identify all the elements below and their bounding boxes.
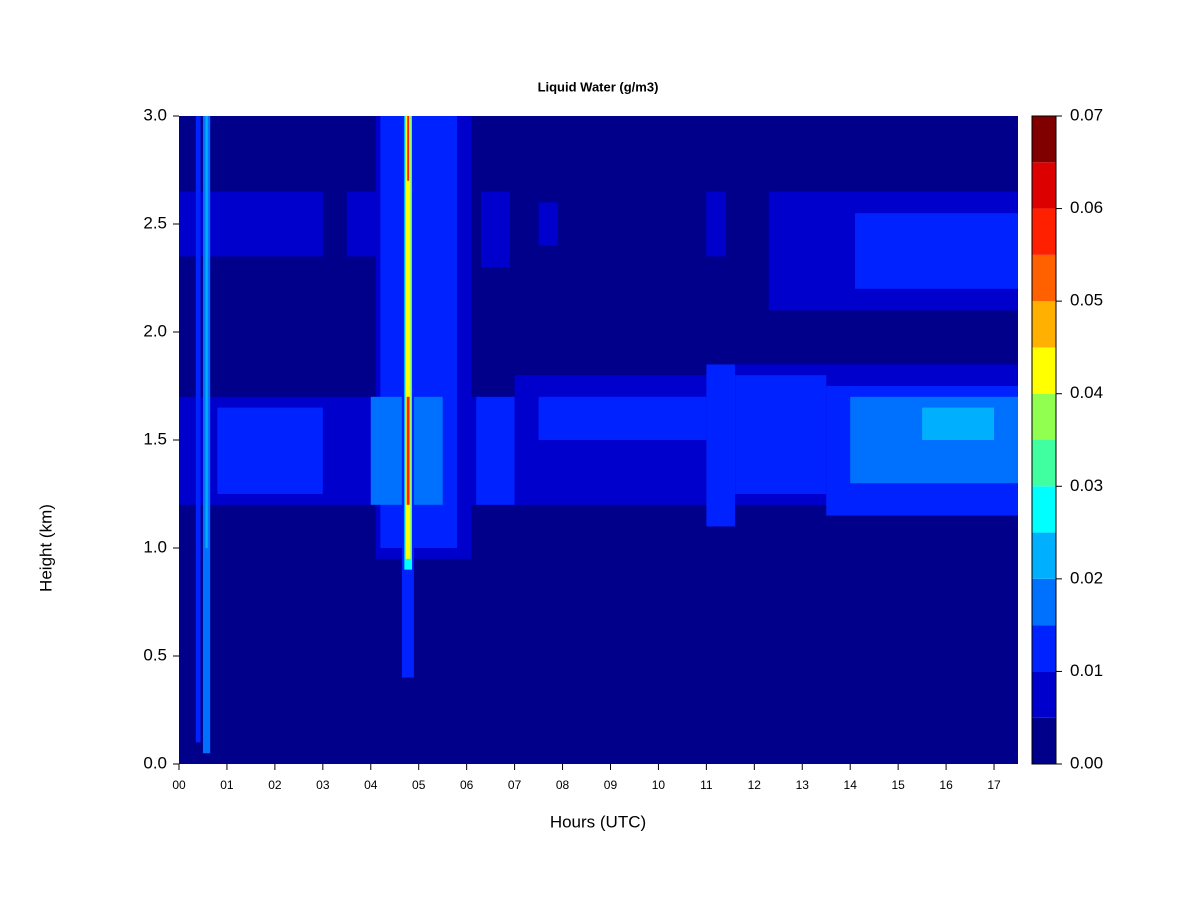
colorbar-band	[1032, 486, 1056, 532]
y-tick-label: 2.0	[143, 321, 167, 340]
x-tick-label: 01	[220, 778, 234, 792]
heat-cell	[539, 397, 707, 440]
heat-cell	[407, 116, 409, 181]
heat-cell	[196, 116, 201, 742]
heat-cell	[735, 375, 826, 494]
colorbar-band	[1032, 440, 1056, 486]
heat-cell	[481, 192, 510, 268]
colorbar-tick-label: 0.03	[1070, 476, 1103, 495]
x-tick-label: 11	[700, 778, 713, 792]
colorbar-band	[1032, 579, 1056, 625]
colorbar-tick-label: 0.00	[1070, 753, 1103, 772]
colorbar-tick-label: 0.04	[1070, 383, 1103, 402]
x-tick-label: 08	[556, 778, 570, 792]
colorbar-band	[1032, 625, 1056, 671]
x-tick-label: 14	[844, 778, 858, 792]
colorbar-band	[1032, 255, 1056, 301]
y-axis-label: Height (km)	[36, 504, 55, 592]
x-tick-label: 04	[364, 778, 378, 792]
heat-cell	[407, 397, 410, 505]
x-tick-label: 06	[460, 778, 474, 792]
x-tick-label: 12	[748, 778, 762, 792]
y-tick-label: 0.5	[143, 645, 167, 664]
x-axis-label: Hours (UTC)	[550, 812, 646, 831]
heat-cell	[855, 213, 1018, 289]
heat-cell	[539, 202, 558, 245]
colorbar-band	[1032, 116, 1056, 162]
colorbar-band	[1032, 301, 1056, 347]
x-tick-label: 17	[987, 778, 1001, 792]
y-tick-label: 1.0	[143, 537, 167, 556]
colorbar-tick-label: 0.07	[1070, 105, 1103, 124]
x-tick-label: 05	[412, 778, 426, 792]
colorbar-band	[1032, 209, 1056, 255]
colorbar-tick-label: 0.05	[1070, 291, 1103, 310]
y-tick-label: 2.5	[143, 213, 167, 232]
heat-cell	[706, 192, 725, 257]
heat-cell	[922, 408, 994, 440]
colorbar-tick-label: 0.06	[1070, 198, 1103, 217]
colorbar-band	[1032, 394, 1056, 440]
x-tick-label: 00	[172, 778, 186, 792]
x-tick-label: 07	[508, 778, 522, 792]
x-tick-label: 16	[939, 778, 953, 792]
heat-cell	[217, 408, 322, 494]
x-tick-label: 02	[268, 778, 282, 792]
colorbar-tick-label: 0.02	[1070, 568, 1103, 587]
x-tick-label: 15	[891, 778, 905, 792]
chart-title: Liquid Water (g/m3)	[538, 79, 659, 94]
colorbar-band	[1032, 718, 1056, 764]
y-tick-label: 3.0	[143, 105, 167, 124]
x-tick-label: 13	[796, 778, 810, 792]
heat-cell	[476, 397, 514, 505]
colorbar-band	[1032, 671, 1056, 717]
colorbar-band	[1032, 533, 1056, 579]
x-tick-label: 10	[652, 778, 666, 792]
colorbar-band	[1032, 347, 1056, 393]
y-tick-label: 0.0	[143, 753, 167, 772]
colorbar-tick-label: 0.01	[1070, 661, 1103, 680]
heat-cell	[205, 116, 207, 548]
x-tick-label: 09	[604, 778, 618, 792]
colorbar-band	[1032, 162, 1056, 208]
heat-cell	[706, 364, 735, 526]
x-tick-label: 03	[316, 778, 330, 792]
y-tick-label: 1.5	[143, 429, 167, 448]
